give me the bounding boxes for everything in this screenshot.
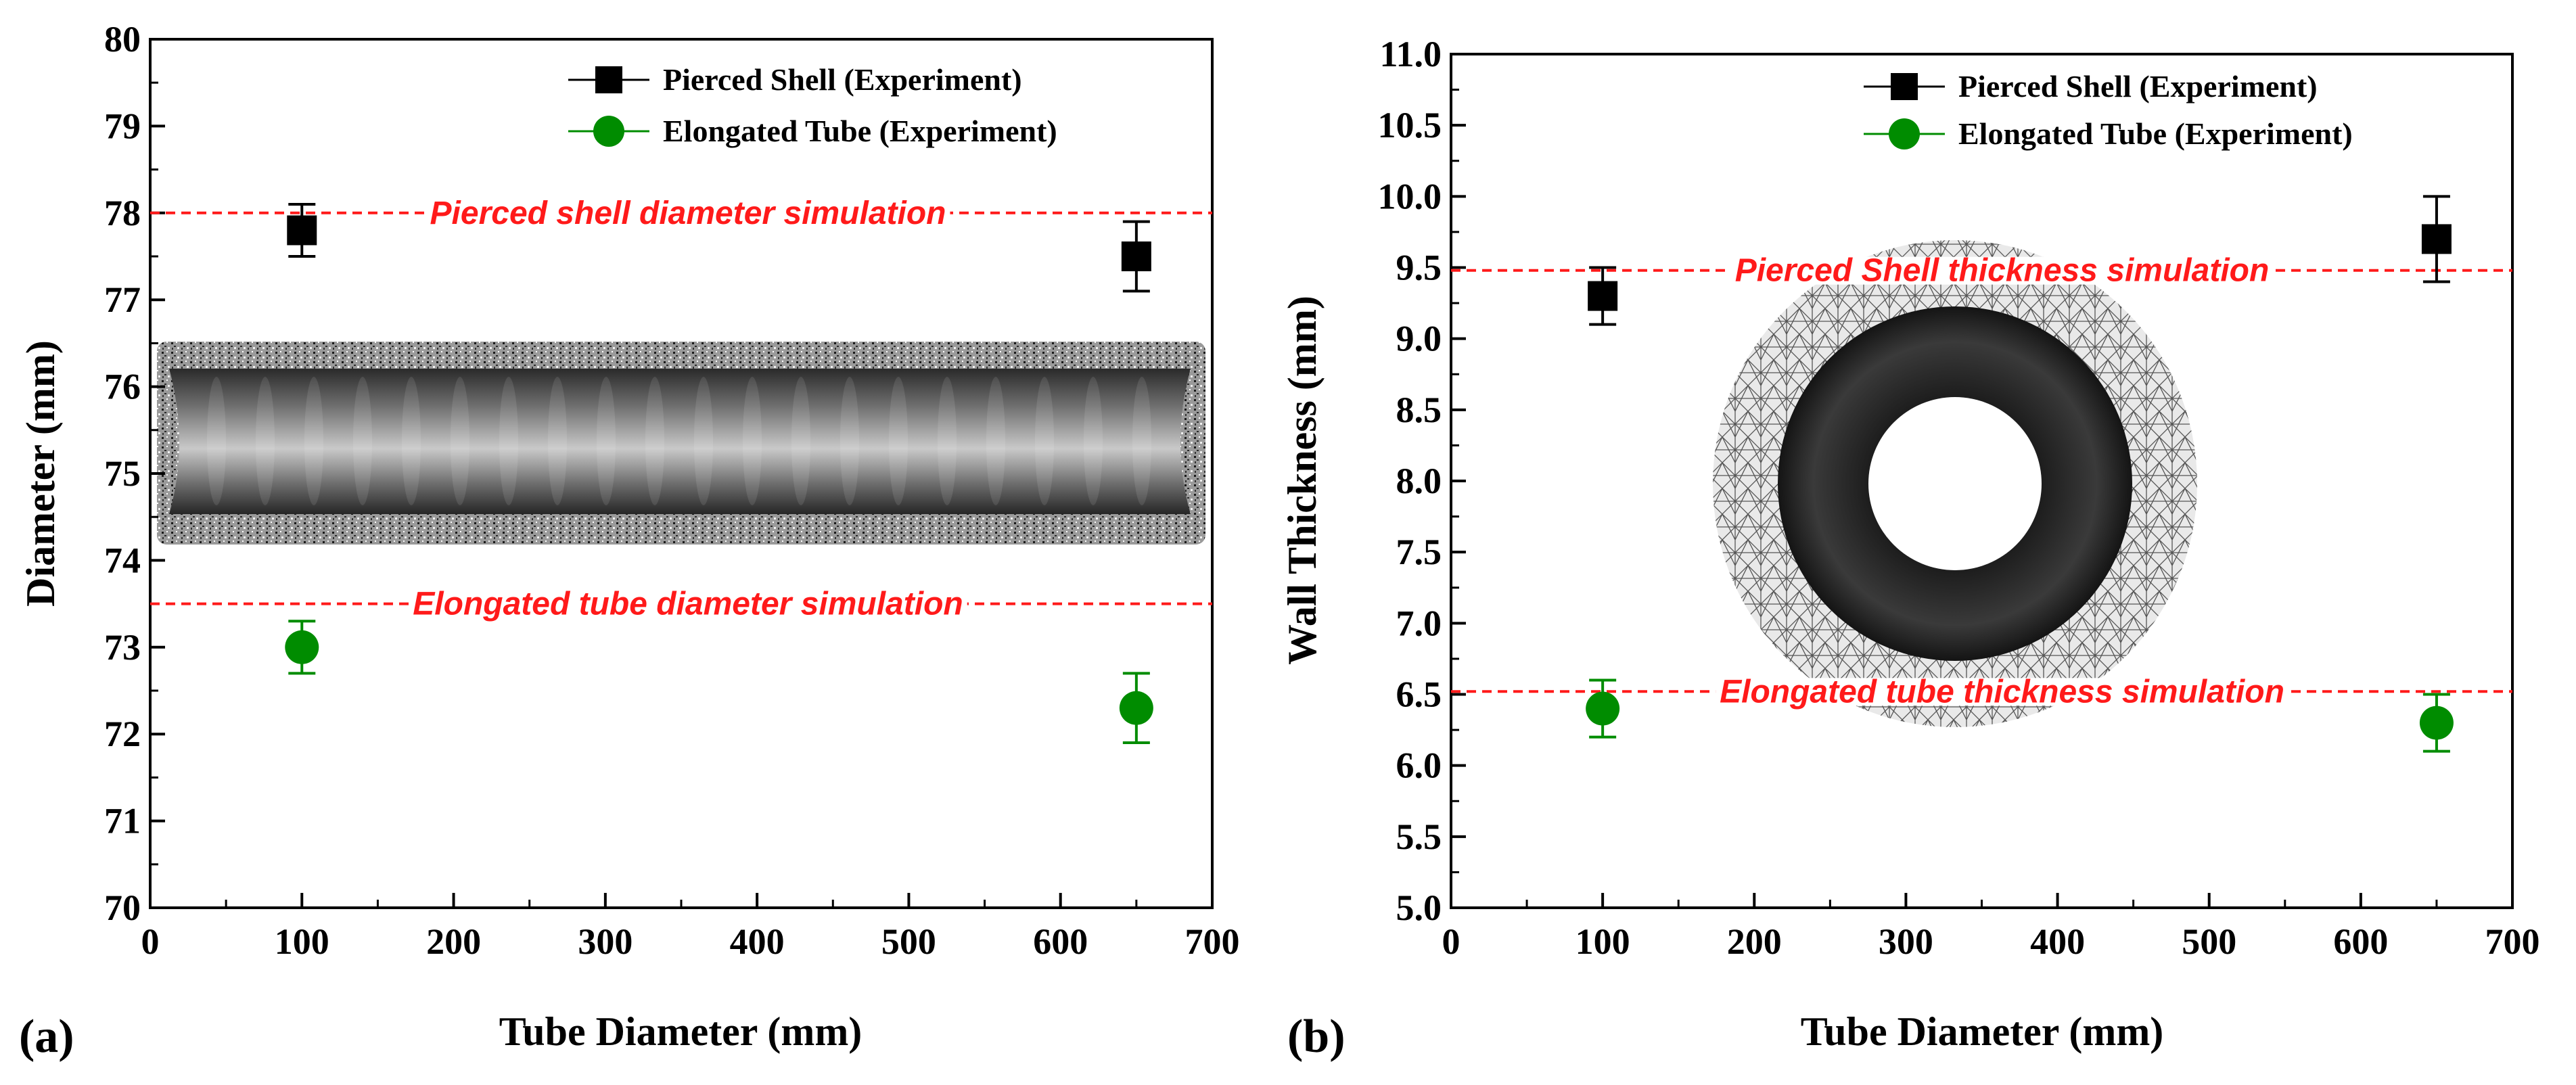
x-tick-label: 700 — [1185, 921, 1240, 962]
legend-label: Pierced Shell (Experiment) — [1958, 69, 2318, 103]
reference-line-label: Pierced Shell thickness simulation — [1735, 253, 2270, 289]
tube-ridge — [548, 377, 567, 505]
tube-bore — [1868, 397, 2042, 570]
reference-line-label: Elongated tube diameter simulation — [413, 586, 963, 622]
tube-ridge — [938, 377, 957, 505]
data-point-square — [1588, 281, 1618, 311]
legend-label: Elongated Tube (Experiment) — [663, 114, 1057, 148]
x-tick-label: 600 — [2333, 921, 2388, 962]
y-tick-label: 77 — [104, 279, 141, 320]
panel-label: (a) — [19, 1011, 74, 1063]
x-tick-label: 500 — [2182, 921, 2236, 962]
y-tick-label: 10.5 — [1378, 105, 1442, 145]
tube-ridge — [840, 377, 859, 505]
tube-ridge — [1035, 377, 1054, 505]
legend-label: Pierced Shell (Experiment) — [663, 62, 1022, 97]
y-tick-label: 9.0 — [1396, 319, 1442, 359]
tube-ridge — [986, 377, 1005, 505]
reference-line-label: Elongated tube thickness simulation — [1720, 674, 2284, 710]
y-tick-label: 8.0 — [1396, 461, 1442, 501]
y-tick-label: 80 — [104, 19, 141, 60]
data-point-square — [287, 215, 317, 246]
y-tick-label: 11.0 — [1379, 34, 1442, 74]
reference-label-backdrop — [1716, 678, 2288, 706]
y-tick-label: 8.5 — [1396, 390, 1442, 430]
data-point-circle — [1586, 691, 1620, 726]
tube-ridge — [743, 377, 762, 505]
x-tick-label: 0 — [1442, 921, 1460, 962]
legend-marker-square — [1891, 73, 1918, 100]
y-tick-label: 71 — [104, 801, 141, 841]
reference-label-backdrop — [426, 199, 950, 227]
tube-ridge — [451, 377, 469, 505]
x-tick-label: 200 — [426, 921, 481, 962]
x-tick-label: 600 — [1033, 921, 1088, 962]
x-tick-label: 300 — [1879, 921, 1933, 962]
data-point-circle — [285, 630, 319, 664]
y-tick-label: 70 — [104, 887, 141, 928]
tube-inner-surface — [169, 369, 1191, 514]
chart-panel-1: 0 100 200 300 400 500 600 700 5.0 5.5 6.0 6.5 7.0 7.5… — [1280, 34, 2540, 1063]
tube-ridge — [402, 377, 421, 505]
tube-cross-section-image — [1713, 240, 2197, 727]
x-tick-label: 400 — [730, 921, 785, 962]
reference-label-backdrop — [1730, 256, 2274, 285]
y-tick-label: 74 — [104, 540, 141, 580]
y-tick-label: 73 — [104, 627, 141, 668]
x-axis-label: Tube Diameter (mm) — [1801, 1009, 2164, 1054]
y-tick-label: 6.0 — [1396, 745, 1442, 786]
x-tick-label: 400 — [2030, 921, 2085, 962]
x-tick-label: 100 — [1576, 921, 1630, 962]
tube-ridge — [645, 377, 664, 505]
y-tick-label: 5.0 — [1396, 887, 1442, 928]
data-point-square — [2421, 224, 2452, 254]
tube-ridge — [597, 377, 616, 505]
tube-ridge — [304, 377, 323, 505]
tube-section-image — [157, 342, 1205, 545]
data-point-circle — [1119, 691, 1153, 725]
y-tick-label: 79 — [104, 106, 141, 146]
legend-marker-circle — [1889, 118, 1920, 149]
y-tick-label: 7.0 — [1396, 603, 1442, 643]
data-point-square — [1121, 241, 1151, 271]
x-tick-label: 0 — [141, 921, 160, 962]
tube-ridge — [791, 377, 810, 505]
reference-label-backdrop — [409, 590, 967, 618]
y-axis-label: Wall Thickness (mm) — [1280, 296, 1325, 665]
x-tick-label: 500 — [881, 921, 936, 962]
tube-ridge — [889, 377, 908, 505]
tube-ridge — [256, 377, 275, 505]
legend-label: Elongated Tube (Experiment) — [1958, 116, 2353, 151]
x-axis-label: Tube Diameter (mm) — [499, 1009, 862, 1054]
x-tick-label: 200 — [1727, 921, 1782, 962]
y-tick-label: 10.0 — [1378, 176, 1442, 216]
tube-ridge — [353, 377, 372, 505]
y-tick-label: 5.5 — [1396, 816, 1442, 857]
tube-ridge — [694, 377, 713, 505]
tube-ridge — [499, 377, 518, 505]
y-tick-label: 75 — [104, 453, 141, 494]
legend-marker-circle — [593, 116, 624, 147]
panel-label: (b) — [1287, 1011, 1346, 1063]
y-tick-label: 9.5 — [1396, 248, 1442, 288]
data-point-circle — [2419, 706, 2454, 740]
legend-marker-square — [595, 66, 622, 93]
y-tick-label: 78 — [104, 193, 141, 233]
tube-ridge — [1132, 377, 1151, 505]
x-tick-label: 300 — [578, 921, 632, 962]
y-axis-label: Diameter (mm) — [18, 340, 63, 607]
tube-ridge — [1084, 377, 1103, 505]
y-tick-label: 76 — [104, 367, 141, 407]
tube-ridge — [207, 377, 226, 505]
y-tick-label: 7.5 — [1396, 532, 1442, 572]
y-tick-label: 6.5 — [1396, 674, 1442, 715]
x-tick-label: 100 — [275, 921, 329, 962]
x-tick-label: 700 — [2485, 921, 2540, 962]
reference-line-label: Pierced shell diameter simulation — [430, 195, 946, 231]
y-tick-label: 72 — [104, 714, 141, 754]
chart-panel-0: 0 100 200 300 400 500 600 700 70 71 72 73 74 75 76 77 78… — [18, 19, 1240, 1063]
